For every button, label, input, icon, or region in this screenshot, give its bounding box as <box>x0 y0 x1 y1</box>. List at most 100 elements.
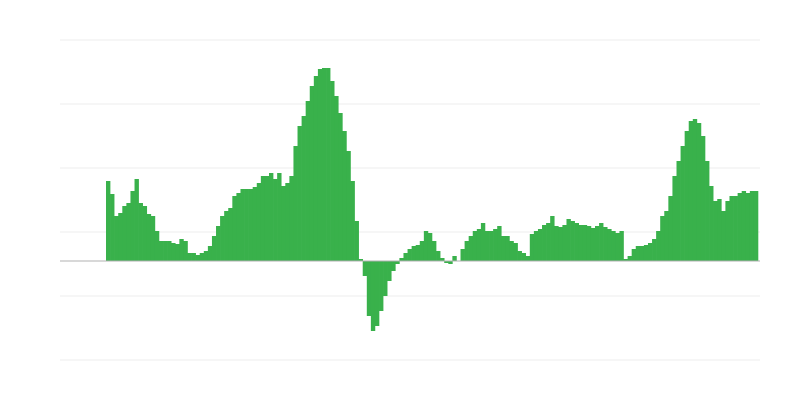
bar <box>334 96 339 261</box>
bar <box>289 176 294 261</box>
bar <box>146 214 152 261</box>
bar <box>672 176 677 261</box>
bar <box>652 239 657 261</box>
bar <box>721 211 726 261</box>
bar <box>228 208 233 261</box>
bar <box>668 196 673 261</box>
bar <box>187 253 192 261</box>
bar <box>733 196 738 261</box>
bar <box>211 236 217 261</box>
bar <box>448 261 453 264</box>
bar <box>240 189 245 261</box>
bar <box>138 203 143 261</box>
bar <box>554 226 559 261</box>
bar <box>676 161 681 261</box>
bar <box>232 196 237 261</box>
bar <box>163 241 168 261</box>
bar <box>354 221 359 261</box>
bar <box>464 241 469 261</box>
bar <box>460 249 465 261</box>
bar <box>150 216 156 261</box>
bar <box>688 121 694 261</box>
bar <box>468 236 474 261</box>
bar <box>195 255 201 261</box>
bar <box>700 136 706 261</box>
bar <box>236 193 241 261</box>
bar <box>595 226 600 261</box>
bar <box>509 241 514 261</box>
bar <box>753 191 759 261</box>
bar <box>737 193 742 261</box>
bar <box>635 246 641 261</box>
bar <box>729 196 734 261</box>
bar <box>497 226 502 261</box>
bar <box>407 249 412 261</box>
bar <box>432 241 437 261</box>
bar <box>216 226 221 261</box>
bar <box>611 231 616 261</box>
bar <box>709 186 714 261</box>
bar <box>199 253 205 261</box>
bar <box>326 68 331 261</box>
bar <box>134 179 139 261</box>
bar <box>570 221 575 261</box>
bar <box>207 246 213 261</box>
bar <box>480 223 486 261</box>
bar <box>158 241 164 261</box>
bar <box>643 245 649 261</box>
bar <box>154 231 160 261</box>
bar <box>403 253 408 261</box>
bar <box>505 236 510 261</box>
bar <box>301 116 306 261</box>
bar <box>342 131 347 261</box>
bar <box>607 229 612 261</box>
bar <box>167 241 172 261</box>
bar <box>660 216 665 261</box>
bar <box>383 261 388 296</box>
bar <box>631 249 637 261</box>
bar <box>281 186 286 261</box>
bar <box>542 225 547 261</box>
bar <box>370 261 376 331</box>
bar <box>346 151 351 261</box>
bar <box>427 233 433 261</box>
bar <box>387 261 392 281</box>
bar <box>713 201 718 261</box>
bar <box>305 101 311 261</box>
bar <box>476 229 482 261</box>
bar <box>680 146 685 261</box>
bar <box>452 256 457 261</box>
bar <box>330 81 335 261</box>
bar <box>220 216 225 261</box>
bar <box>411 246 416 261</box>
bar <box>705 161 710 261</box>
bar <box>525 256 531 261</box>
bar <box>366 261 372 316</box>
bar <box>362 261 368 276</box>
bar <box>619 231 624 261</box>
bar <box>684 131 690 261</box>
bar <box>639 246 645 261</box>
bar <box>130 191 135 261</box>
bar <box>562 225 567 261</box>
bar <box>391 261 396 271</box>
bar <box>444 261 449 263</box>
bar <box>297 126 302 261</box>
bar <box>183 241 188 261</box>
bar <box>582 225 588 261</box>
bar <box>358 259 364 261</box>
bar <box>338 113 343 261</box>
bar <box>517 251 522 261</box>
bar <box>110 194 115 261</box>
bar <box>599 223 604 261</box>
bar <box>484 231 490 261</box>
bar <box>273 179 278 261</box>
bar <box>725 201 730 261</box>
bar <box>399 258 404 261</box>
bar <box>171 243 176 261</box>
bar <box>537 229 543 261</box>
bar <box>395 261 400 264</box>
bar <box>615 233 620 261</box>
bar <box>203 251 209 261</box>
